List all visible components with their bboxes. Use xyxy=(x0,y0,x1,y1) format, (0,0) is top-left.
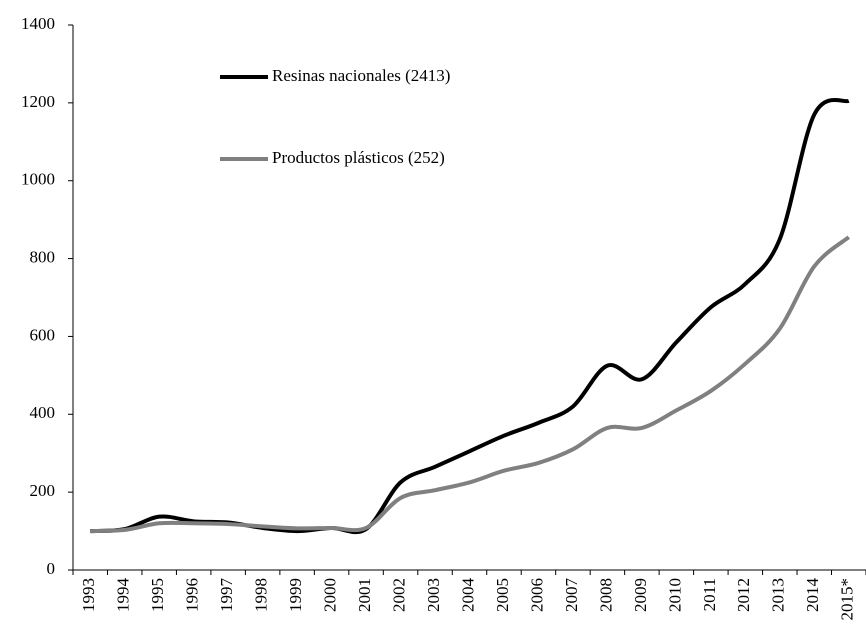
y-tick-label: 1200 xyxy=(21,92,55,111)
x-tick-label: 2001 xyxy=(355,578,374,612)
x-tick-label: 2013 xyxy=(769,578,788,612)
y-tick-label: 800 xyxy=(30,247,56,266)
x-tick-label: 2009 xyxy=(631,578,650,612)
x-tick-label: 2015* xyxy=(838,578,857,621)
y-tick-label: 1400 xyxy=(21,14,55,33)
x-tick-label: 2010 xyxy=(665,578,684,612)
x-tick-label: 1996 xyxy=(183,578,202,612)
line-series xyxy=(90,235,851,534)
x-tick-label: 2005 xyxy=(493,578,512,612)
x-tick-label: 1999 xyxy=(286,578,305,612)
x-tick-label: 2002 xyxy=(389,578,408,612)
x-tick-label: 2000 xyxy=(320,578,339,612)
x-tick-label: 2003 xyxy=(424,578,443,612)
x-tick-label: 1994 xyxy=(114,578,133,613)
x-tick-label: 2007 xyxy=(562,578,581,613)
x-tick-label: 1998 xyxy=(252,578,271,612)
x-tick-label: 2006 xyxy=(527,578,546,612)
x-tick-label: 2014 xyxy=(803,578,822,613)
x-tick-label: 2012 xyxy=(734,578,753,612)
x-tick-label: 1995 xyxy=(148,578,167,612)
x-tick-label: 1997 xyxy=(217,578,236,613)
y-tick-label: 1000 xyxy=(21,170,55,189)
y-tick-label: 600 xyxy=(30,325,56,344)
x-tick-label: 2004 xyxy=(458,578,477,613)
legend-label: Resinas nacionales (2413) xyxy=(272,66,450,85)
line-series xyxy=(90,97,850,535)
legend-label: Productos plásticos (252) xyxy=(272,148,445,167)
x-tick-label: 1993 xyxy=(79,578,98,612)
x-tick-label: 2011 xyxy=(700,578,719,611)
y-tick-label: 400 xyxy=(30,403,56,422)
y-tick-label: 200 xyxy=(30,481,56,500)
x-tick-label: 2008 xyxy=(596,578,615,612)
y-tick-label: 0 xyxy=(47,559,56,578)
